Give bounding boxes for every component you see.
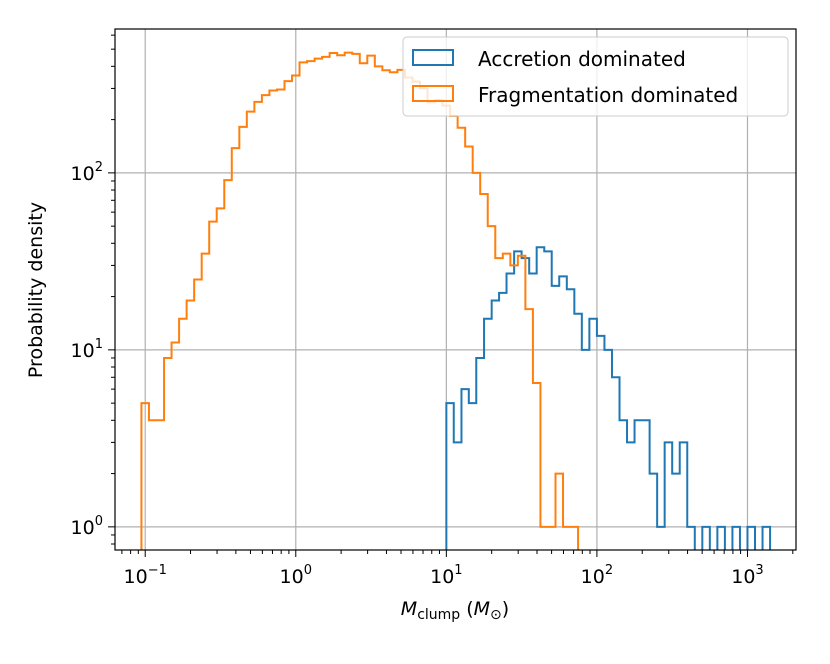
- legend: Accretion dominated Fragmentation domina…: [402, 36, 789, 117]
- plot-frame: [114, 28, 797, 551]
- y-tick-label: 102: [71, 160, 103, 185]
- legend-box: [402, 36, 789, 117]
- x-tick-label: 10−1: [124, 563, 167, 588]
- x-axis-label: Mclump (M⊙): [401, 598, 509, 623]
- x-tick-label: 102: [581, 563, 613, 588]
- y-tick-labels: 100 101 102: [71, 160, 103, 539]
- x-tick-label: 100: [280, 563, 312, 588]
- x-tick-label: 103: [731, 563, 763, 588]
- tick-marks: [108, 34, 794, 557]
- legend-swatch-accretion: [412, 49, 454, 66]
- accretion-dominated-series: [445, 246, 772, 550]
- fragmentation-dominated-series: [140, 51, 580, 550]
- y-tick-label: 100: [71, 514, 103, 539]
- x-tick-labels: 10−1 100 101 102 103: [124, 563, 764, 588]
- legend-label-fragmentation: Fragmentation dominated: [478, 83, 738, 107]
- legend-swatch-fragmentation: [412, 85, 454, 102]
- x-tick-label: 101: [430, 563, 462, 588]
- y-axis-label: Probability density: [25, 202, 47, 378]
- legend-label-accretion: Accretion dominated: [478, 47, 686, 71]
- series-layer: [140, 51, 772, 550]
- y-tick-label: 101: [71, 337, 103, 362]
